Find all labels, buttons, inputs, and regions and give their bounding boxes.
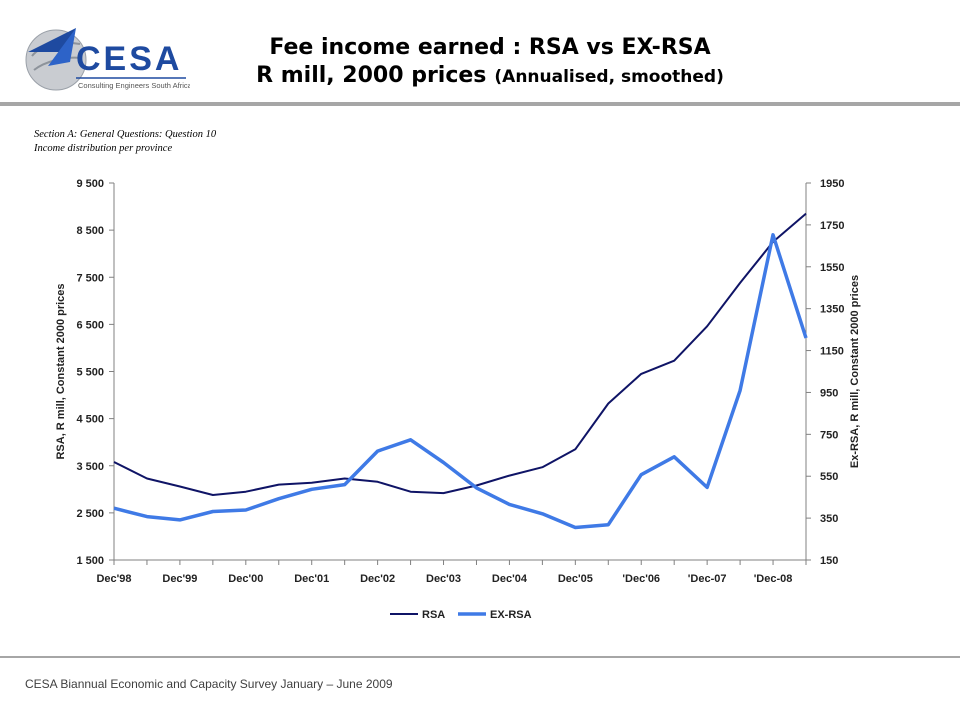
series-line-rsa [113, 212, 807, 496]
series-line-ex-rsa [113, 233, 808, 530]
left-tick-label: 9 500 [76, 178, 104, 190]
right-tick-label: 1350 [820, 304, 844, 316]
right-tick-label: 150 [820, 555, 838, 567]
right-tick-label: 750 [820, 429, 838, 441]
right-tick-label: 1550 [820, 262, 844, 274]
svg-text:CESA: CESA [76, 40, 182, 78]
left-tick-label: 4 500 [76, 414, 104, 426]
x-tick-label: Dec'00 [228, 573, 263, 585]
legend-label-rsa: RSA [422, 609, 445, 621]
title-line-1: Fee income earned : RSA vs EX-RSA [269, 35, 711, 60]
right-tick-label: 1150 [820, 346, 844, 358]
x-tick-label: 'Dec'06 [622, 573, 660, 585]
title-line-2: R mill, 2000 prices (Annualised, smoothed… [200, 62, 780, 91]
fee-income-chart: 1 500 2 500 3 500 4 500 5 500 6 500 7 500 8 500… [55, 178, 861, 621]
x-tick-label: Dec'05 [558, 573, 593, 585]
cesa-logo: CESA Consulting Engineers South Africa [18, 22, 190, 98]
footer-text: CESA Biannual Economic and Capacity Surv… [25, 677, 393, 691]
page-title: Fee income earned : RSA vs EX-RSA R mill… [200, 34, 780, 91]
right-tick-label: 1950 [820, 178, 844, 190]
x-tick-label: Dec'04 [492, 573, 528, 585]
right-tick-label: 350 [820, 513, 838, 525]
x-tick-label: Dec'03 [426, 573, 461, 585]
left-axis-label: RSA, R mill, Constant 2000 prices [55, 283, 67, 459]
section-caption: Section A: General Questions: Question 1… [34, 128, 216, 156]
x-tick-label: Dec'98 [96, 573, 131, 585]
footer-divider [0, 656, 960, 658]
left-tick-label: 2 500 [76, 508, 104, 520]
left-tick-label: 7 500 [76, 272, 104, 284]
section-line-1: Section A: General Questions: Question 1… [34, 129, 217, 140]
section-line-2: Income distribution per province [34, 143, 173, 154]
left-tick-label: 6 500 [76, 319, 104, 331]
title-main: R mill, 2000 prices [256, 63, 487, 88]
right-tick-label: 950 [820, 387, 838, 399]
left-tick-label: 3 500 [76, 461, 104, 473]
right-axis-label: Ex-RSA, R mill, Constant 2000 prices [849, 275, 861, 468]
left-tick-label: 1 500 [76, 555, 104, 567]
header-divider [0, 102, 960, 106]
right-tick-label: 550 [820, 471, 838, 483]
x-tick-label: Dec'99 [162, 573, 197, 585]
right-tick-label: 1750 [820, 220, 844, 232]
left-tick-label: 8 500 [76, 225, 104, 237]
left-tick-label: 5 500 [76, 367, 104, 379]
x-tick-label: Dec'02 [360, 573, 395, 585]
title-subtitle: (Annualised, smoothed) [494, 67, 724, 87]
x-tick-label: 'Dec-08 [754, 573, 793, 585]
svg-text:Consulting Engineers South Afr: Consulting Engineers South Africa [78, 81, 190, 90]
x-tick-label: Dec'01 [294, 573, 329, 585]
legend-label-ex-rsa: EX-RSA [490, 609, 532, 621]
x-tick-label: 'Dec-07 [688, 573, 727, 585]
